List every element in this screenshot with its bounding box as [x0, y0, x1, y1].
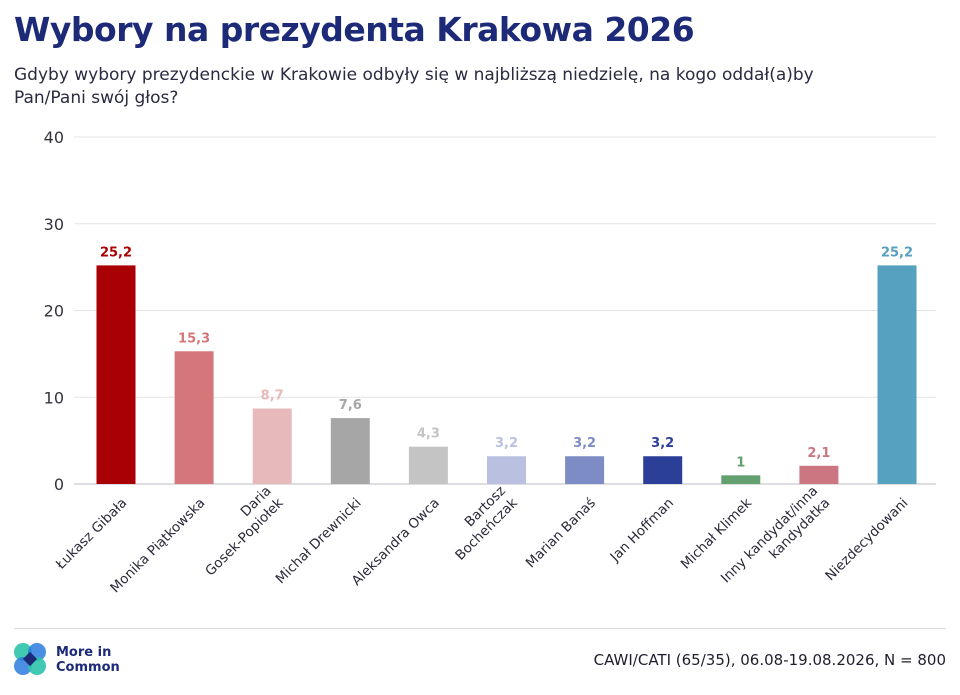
x-tick-label: Aleksandra Owca: [349, 495, 443, 589]
bar: [721, 475, 761, 484]
bar-value-label: 25,2: [881, 245, 913, 260]
bar-value-label: 15,3: [178, 331, 210, 346]
logo-line-1: More in: [56, 645, 112, 660]
x-tick-label: Marian Banaś: [523, 495, 599, 571]
x-tick-label: Inny kandydat/inna: [718, 483, 821, 586]
x-tick-label-group: Niezdecydowani: [822, 495, 911, 584]
x-tick-label-group: Jan Hoffman: [606, 495, 677, 566]
x-tick-label-group: Michał Drewnicki: [273, 495, 365, 587]
chart-title: Wybory na prezydenta Krakowa 2026: [14, 10, 695, 49]
bar-value-label: 7,6: [339, 398, 362, 413]
x-tick-label: Niezdecydowani: [822, 495, 911, 584]
bar: [643, 456, 683, 484]
y-tick-label: 10: [44, 388, 64, 407]
bar: [252, 408, 292, 484]
bar-value-label: 25,2: [100, 245, 132, 260]
x-tick-label: Jan Hoffman: [606, 495, 677, 566]
more-in-common-logo-icon: [14, 643, 46, 675]
bar-value-label: 1: [736, 455, 745, 470]
bar: [96, 265, 136, 484]
y-tick-label: 30: [44, 215, 64, 234]
bar: [877, 265, 917, 484]
bar: [799, 465, 839, 484]
x-tick-label-group: Marian Banaś: [523, 495, 599, 571]
footer-divider: [14, 628, 946, 629]
chart-subtitle: Gdyby wybory prezydenckie w Krakowie odb…: [14, 65, 814, 108]
source-note: CAWI/CATI (65/35), 06.08-19.08.2026, N =…: [593, 651, 946, 669]
y-tick-label: 0: [54, 475, 64, 494]
y-tick-label: 20: [44, 302, 64, 321]
bar-value-label: 3,2: [495, 436, 518, 451]
x-tick-label: Michał Drewnicki: [273, 495, 365, 587]
bar-value-label: 3,2: [573, 436, 596, 451]
bar-value-label: 8,7: [261, 389, 284, 404]
x-tick-label-group: Łukasz Gibała: [52, 495, 130, 573]
y-tick-label: 40: [44, 128, 64, 147]
bar-value-label: 2,1: [807, 446, 830, 461]
bar: [565, 456, 605, 484]
x-tick-label: Łukasz Gibała: [52, 495, 130, 573]
logo-line-2: Common: [56, 660, 120, 675]
bar: [408, 446, 448, 484]
logo-text: More in Common: [56, 645, 146, 675]
bar: [330, 418, 370, 484]
bar: [487, 456, 526, 484]
bar-value-label: 3,2: [651, 436, 674, 451]
bar: [174, 351, 214, 484]
x-tick-label-group: Aleksandra Owca: [349, 495, 443, 589]
bar-value-label: 4,3: [417, 427, 440, 442]
